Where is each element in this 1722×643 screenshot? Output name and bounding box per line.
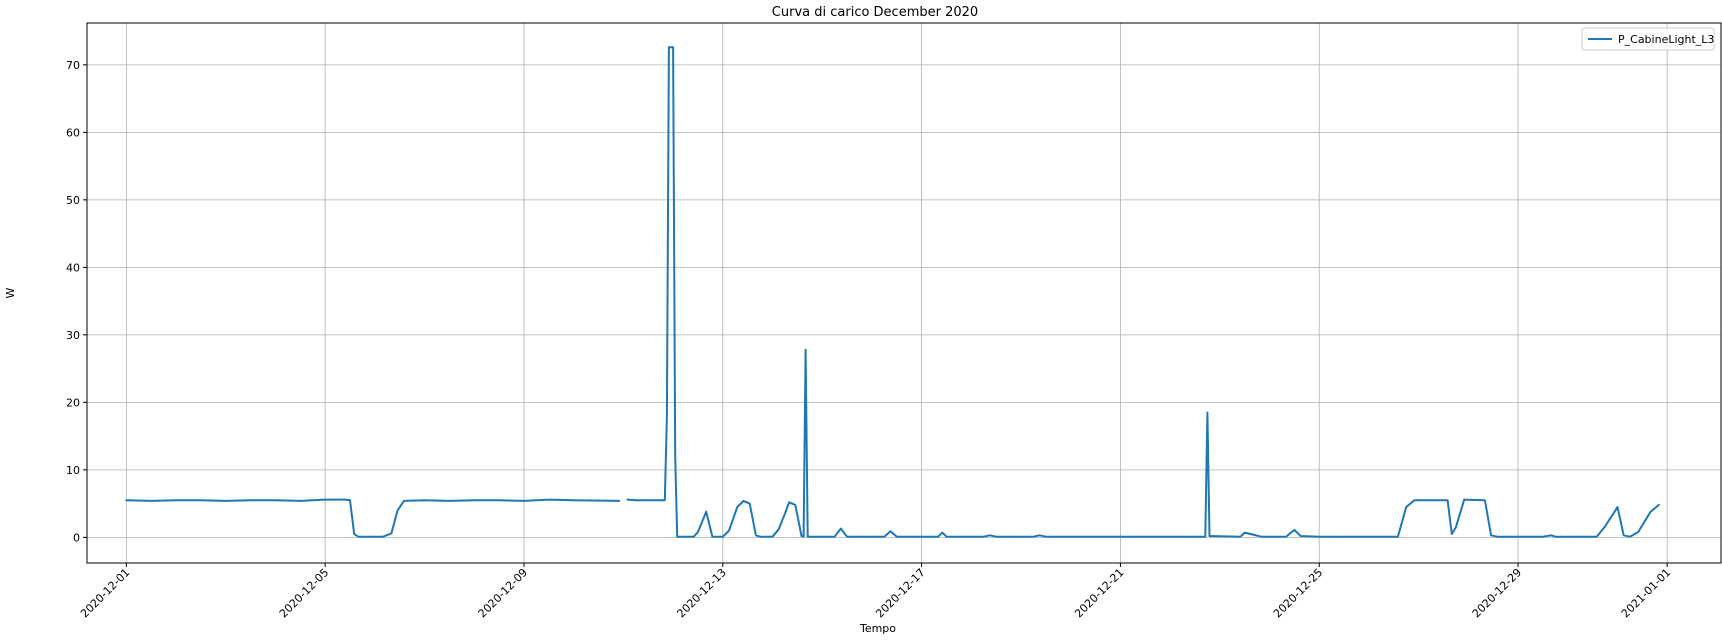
chart-title: Curva di carico December 2020 xyxy=(772,5,978,20)
y-tick-label: 0 xyxy=(73,531,80,544)
series-line-segment xyxy=(125,498,621,538)
x-axis-title: Tempo xyxy=(859,622,896,635)
y-axis-title: W xyxy=(4,287,17,298)
y-tick-label: 60 xyxy=(66,126,80,139)
y-tick-label: 10 xyxy=(66,464,80,477)
plot-area-frame xyxy=(86,22,1722,564)
y-axis-ticks: 0 10 20 30 40 50 60 70 xyxy=(66,59,87,544)
series-lines xyxy=(125,46,1660,538)
y-tick-label: 20 xyxy=(66,396,80,409)
legend: P_CabineLight_L3 xyxy=(1581,27,1715,51)
legend-series-label: P_CabineLight_L3 xyxy=(1618,33,1714,46)
series-line-segment xyxy=(626,46,1660,538)
y-tick-label: 50 xyxy=(66,194,80,207)
y-tick-label: 30 xyxy=(66,329,80,342)
legend-box xyxy=(1581,27,1715,51)
y-tick-label: 70 xyxy=(66,59,80,72)
y-tick-label: 40 xyxy=(66,261,80,274)
grid-lines xyxy=(87,23,1721,563)
